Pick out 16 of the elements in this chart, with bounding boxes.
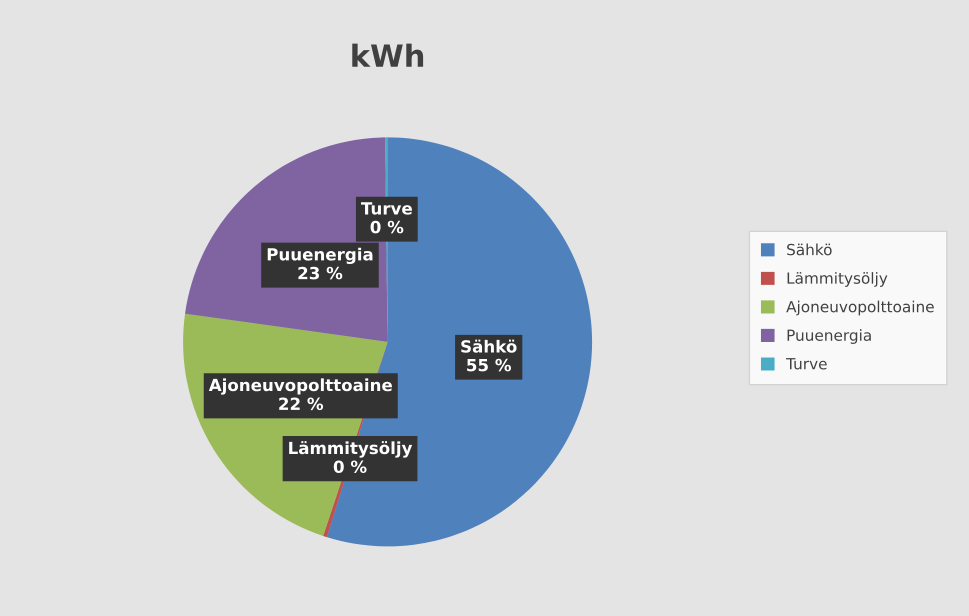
legend-label: Puuenergia [788,329,871,344]
legend-label: Sähkö [787,244,832,256]
slice-label: Sähkö [461,340,517,353]
data-label: 23 % [298,266,342,280]
legend-label: Lämmitysöljy [788,272,888,287]
chart-title: kWh [352,44,424,67]
data-label: 0 % [370,220,404,234]
legend-label: Turve [786,358,827,370]
data-label: 0 % [334,460,367,474]
slice-label: Turve [361,202,412,215]
legend-label: Ajoneuvopolttoaine [786,300,934,316]
data-label: 22 % [279,397,324,410]
slice-label: Ajoneuvopolttoaine [208,378,392,395]
slice-label: Lämmitysöljy [289,441,412,458]
data-label: 55 % [467,358,512,372]
slice-label: Puuenergia [268,248,372,264]
